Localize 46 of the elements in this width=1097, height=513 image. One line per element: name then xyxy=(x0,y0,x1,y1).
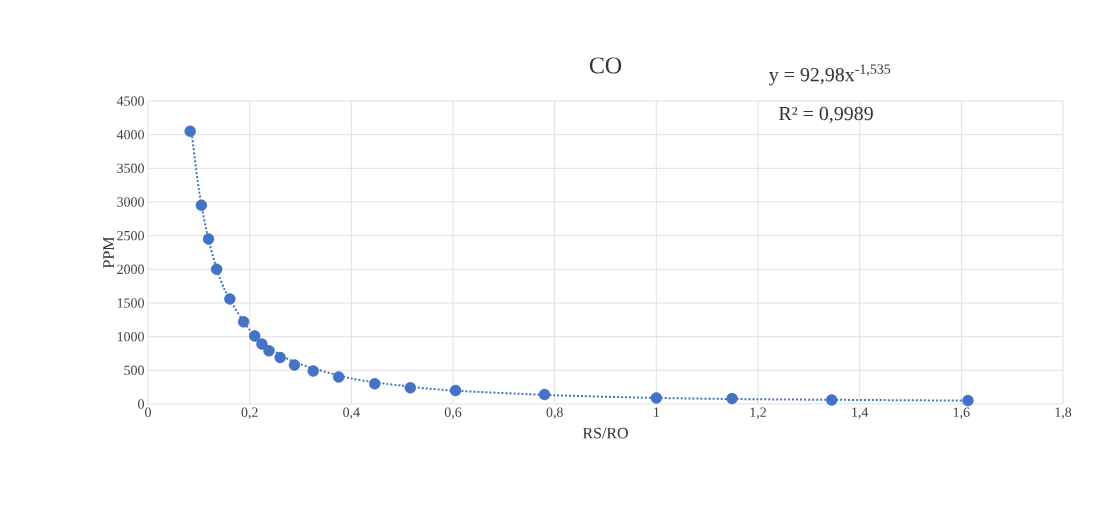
point xyxy=(369,378,381,390)
x-tick-label: 1 xyxy=(654,407,659,417)
x-tick-label: 1,4 xyxy=(852,407,869,419)
y-tick-label: 2000 xyxy=(117,264,144,275)
point xyxy=(195,199,208,212)
point xyxy=(650,392,663,404)
x-tick-label: 0,8 xyxy=(546,407,563,419)
x-axis-title: RS/RO xyxy=(582,427,628,439)
y-tick-label: 4000 xyxy=(116,129,144,140)
text: y = 92,98x$^{-1,535}$ xyxy=(769,64,891,86)
point xyxy=(307,365,319,377)
point xyxy=(210,263,223,276)
annotation: R² = 0,9989 xyxy=(778,106,873,124)
chart-title: CO xyxy=(589,57,622,74)
x-tick-label: 0,4 xyxy=(343,407,360,419)
point xyxy=(332,371,345,383)
point xyxy=(826,394,838,406)
y-tick-label: 3500 xyxy=(117,163,144,174)
point xyxy=(288,359,301,371)
y-tick-label: 1000 xyxy=(117,331,144,342)
point xyxy=(404,382,417,394)
x-tick-label: 1,8 xyxy=(1055,407,1072,419)
y-tick-label: 3000 xyxy=(117,197,144,207)
point xyxy=(184,125,196,137)
point xyxy=(962,394,974,407)
point xyxy=(538,388,551,401)
point xyxy=(249,330,261,342)
x-tick-label: 0,6 xyxy=(444,407,462,419)
point xyxy=(202,233,215,245)
x-tick-label: 0,2 xyxy=(241,407,258,419)
point xyxy=(449,384,462,397)
point xyxy=(224,293,236,305)
point xyxy=(256,338,268,350)
point xyxy=(726,392,738,405)
y-tick-label: 1500 xyxy=(117,298,144,308)
point xyxy=(274,351,286,364)
y-axis-title: PPM xyxy=(103,237,114,268)
y-tick-label: 0 xyxy=(138,399,144,409)
point xyxy=(237,316,250,328)
x-tick-label: 1,2 xyxy=(750,407,766,419)
y-tick-label: 4500 xyxy=(116,96,144,106)
y-tick-label: 2500 xyxy=(117,230,144,241)
y-tick-label: 500 xyxy=(124,365,144,376)
x-tick-label: 0 xyxy=(145,407,151,417)
x-tick-label: 1,6 xyxy=(953,407,970,419)
point xyxy=(263,345,275,357)
